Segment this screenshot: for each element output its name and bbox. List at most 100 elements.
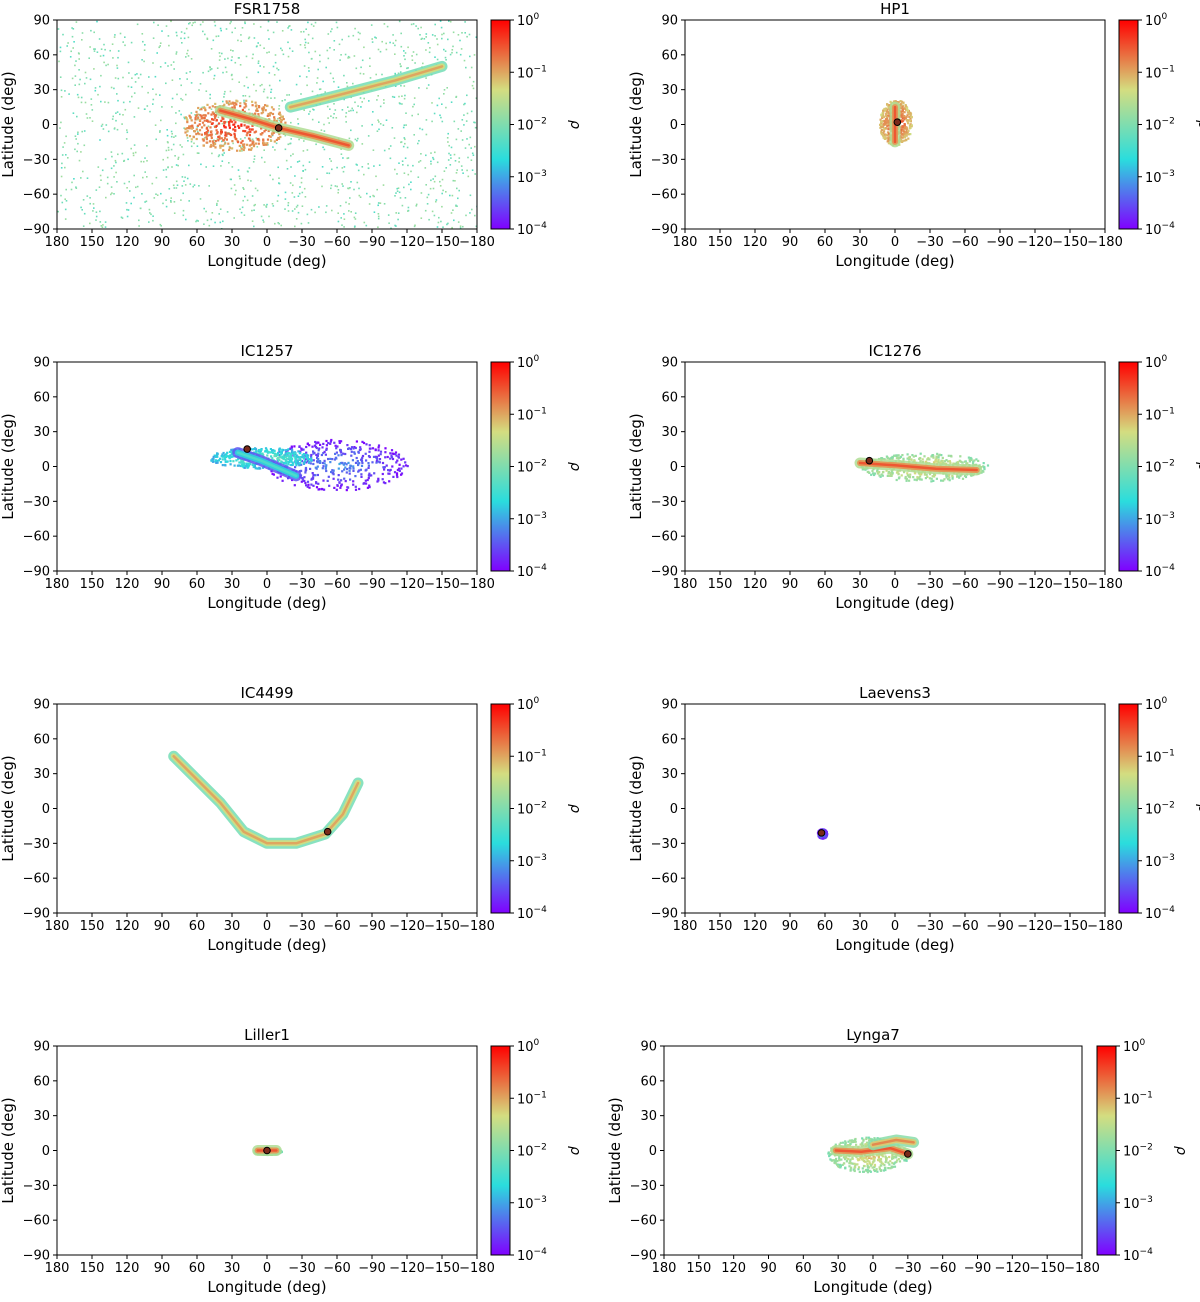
colorbar-tick-exponent: −1 xyxy=(1162,748,1175,758)
density-point xyxy=(186,53,188,55)
density-point xyxy=(306,85,308,87)
chart-title: IC4499 xyxy=(240,684,293,702)
density-point xyxy=(321,186,323,188)
density-point xyxy=(324,451,326,453)
density-point xyxy=(186,127,188,129)
density-point xyxy=(257,110,259,112)
density-point xyxy=(65,136,67,138)
density-point xyxy=(266,142,268,144)
density-point xyxy=(951,475,953,477)
density-point xyxy=(183,215,185,217)
x-tick-label: 150 xyxy=(80,235,105,250)
density-point xyxy=(445,107,447,109)
density-point xyxy=(249,463,251,465)
density-point xyxy=(116,65,118,67)
density-point xyxy=(454,180,456,182)
density-point xyxy=(358,170,360,172)
density-point xyxy=(211,118,213,120)
density-point xyxy=(263,221,265,223)
density-point xyxy=(183,180,185,182)
density-point xyxy=(437,59,439,61)
density-point xyxy=(884,120,886,122)
density-point xyxy=(907,112,909,114)
density-point xyxy=(368,451,370,453)
density-point xyxy=(460,130,462,132)
density-point xyxy=(231,121,233,123)
density-point xyxy=(77,143,79,145)
density-point xyxy=(362,60,364,62)
x-tick-label: 60 xyxy=(817,577,834,592)
density-point xyxy=(456,169,458,171)
density-point xyxy=(260,26,262,28)
density-point xyxy=(360,106,362,108)
density-point xyxy=(304,39,306,41)
colorbar-tick-exponent: −2 xyxy=(1162,801,1175,811)
density-point xyxy=(346,489,348,491)
density-point xyxy=(902,458,904,460)
density-point xyxy=(298,212,300,214)
density-point xyxy=(923,455,925,457)
density-point xyxy=(336,186,338,188)
density-point xyxy=(133,175,135,177)
density-point xyxy=(382,462,384,464)
density-point xyxy=(460,225,462,227)
density-point xyxy=(341,224,343,226)
density-point xyxy=(471,159,473,161)
colorbar-tick-exponent: −2 xyxy=(1162,459,1175,469)
density-point xyxy=(965,460,967,462)
density-point xyxy=(264,142,266,144)
density-point xyxy=(434,152,436,154)
cluster-center-marker xyxy=(275,125,282,132)
density-point xyxy=(448,159,450,161)
density-point xyxy=(301,182,303,184)
density-point xyxy=(263,47,265,49)
density-point xyxy=(372,41,374,43)
density-point xyxy=(197,132,199,134)
density-point xyxy=(324,462,326,464)
density-point xyxy=(313,459,315,461)
density-point xyxy=(339,482,341,484)
density-point xyxy=(182,185,184,187)
density-point xyxy=(127,216,129,218)
density-point xyxy=(414,225,416,227)
density-point xyxy=(95,219,97,221)
density-point xyxy=(226,461,228,463)
density-point xyxy=(354,475,356,477)
density-point xyxy=(156,52,158,54)
density-point xyxy=(377,119,379,121)
density-point xyxy=(287,205,289,207)
density-point xyxy=(213,40,215,42)
density-point xyxy=(410,189,412,191)
density-point xyxy=(228,123,230,125)
density-point xyxy=(270,136,272,138)
density-point xyxy=(337,27,339,29)
density-point xyxy=(155,94,157,96)
density-point xyxy=(144,201,146,203)
density-point xyxy=(471,67,473,69)
density-point xyxy=(314,474,316,476)
density-point xyxy=(241,148,243,150)
density-point xyxy=(340,440,342,442)
density-point xyxy=(329,173,331,175)
density-point xyxy=(308,113,310,115)
density-point xyxy=(315,482,317,484)
density-point xyxy=(184,177,186,179)
x-tick-label: 120 xyxy=(115,1261,140,1276)
density-point xyxy=(122,41,124,43)
density-point xyxy=(294,457,296,459)
density-point xyxy=(348,110,350,112)
density-point xyxy=(383,124,385,126)
density-point xyxy=(209,140,211,142)
density-point xyxy=(874,473,876,475)
density-point xyxy=(460,54,462,56)
density-point xyxy=(458,128,460,130)
x-tick-label: −180 xyxy=(1087,235,1123,250)
density-point xyxy=(441,27,443,29)
density-point xyxy=(315,454,317,456)
density-point xyxy=(108,102,110,104)
colorbar-tick-exponent: −2 xyxy=(534,117,547,127)
density-point xyxy=(150,214,152,216)
density-point xyxy=(222,72,224,74)
density-point xyxy=(201,126,203,128)
density-point xyxy=(83,225,85,227)
